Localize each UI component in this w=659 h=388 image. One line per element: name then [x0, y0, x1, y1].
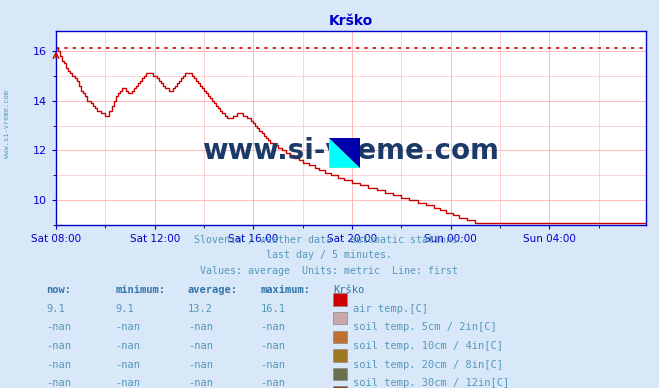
Text: -nan: -nan: [46, 360, 71, 370]
Text: www.si-vreme.com: www.si-vreme.com: [202, 137, 500, 165]
Text: -nan: -nan: [115, 378, 140, 388]
Text: -nan: -nan: [46, 378, 71, 388]
Text: -nan: -nan: [115, 341, 140, 351]
Text: 13.2: 13.2: [188, 304, 213, 314]
Text: -nan: -nan: [260, 322, 285, 333]
Text: Slovenia / weather data - automatic stations.: Slovenia / weather data - automatic stat…: [194, 235, 465, 245]
Text: -nan: -nan: [46, 341, 71, 351]
Text: maximum:: maximum:: [260, 285, 310, 295]
Text: Krško: Krško: [333, 285, 364, 295]
Text: -nan: -nan: [188, 341, 213, 351]
Text: soil temp. 5cm / 2in[C]: soil temp. 5cm / 2in[C]: [353, 322, 496, 333]
Text: -nan: -nan: [260, 378, 285, 388]
Polygon shape: [330, 138, 360, 168]
Text: 9.1: 9.1: [115, 304, 134, 314]
Bar: [330, 138, 360, 168]
Text: -nan: -nan: [115, 360, 140, 370]
Text: air temp.[C]: air temp.[C]: [353, 304, 428, 314]
Text: -nan: -nan: [46, 322, 71, 333]
Text: -nan: -nan: [188, 360, 213, 370]
Text: soil temp. 30cm / 12in[C]: soil temp. 30cm / 12in[C]: [353, 378, 509, 388]
Text: -nan: -nan: [260, 360, 285, 370]
Text: soil temp. 20cm / 8in[C]: soil temp. 20cm / 8in[C]: [353, 360, 503, 370]
Text: -nan: -nan: [188, 322, 213, 333]
Text: soil temp. 10cm / 4in[C]: soil temp. 10cm / 4in[C]: [353, 341, 503, 351]
Text: minimum:: minimum:: [115, 285, 165, 295]
Text: www.si-vreme.com: www.si-vreme.com: [3, 90, 10, 158]
Text: now:: now:: [46, 285, 71, 295]
Text: -nan: -nan: [115, 322, 140, 333]
Text: -nan: -nan: [260, 341, 285, 351]
Text: Values: average  Units: metric  Line: first: Values: average Units: metric Line: firs…: [200, 266, 459, 276]
Text: -nan: -nan: [188, 378, 213, 388]
Text: 9.1: 9.1: [46, 304, 65, 314]
Title: Krško: Krško: [329, 14, 373, 28]
Polygon shape: [330, 138, 360, 168]
Text: 16.1: 16.1: [260, 304, 285, 314]
Text: average:: average:: [188, 285, 238, 295]
Text: last day / 5 minutes.: last day / 5 minutes.: [266, 250, 393, 260]
